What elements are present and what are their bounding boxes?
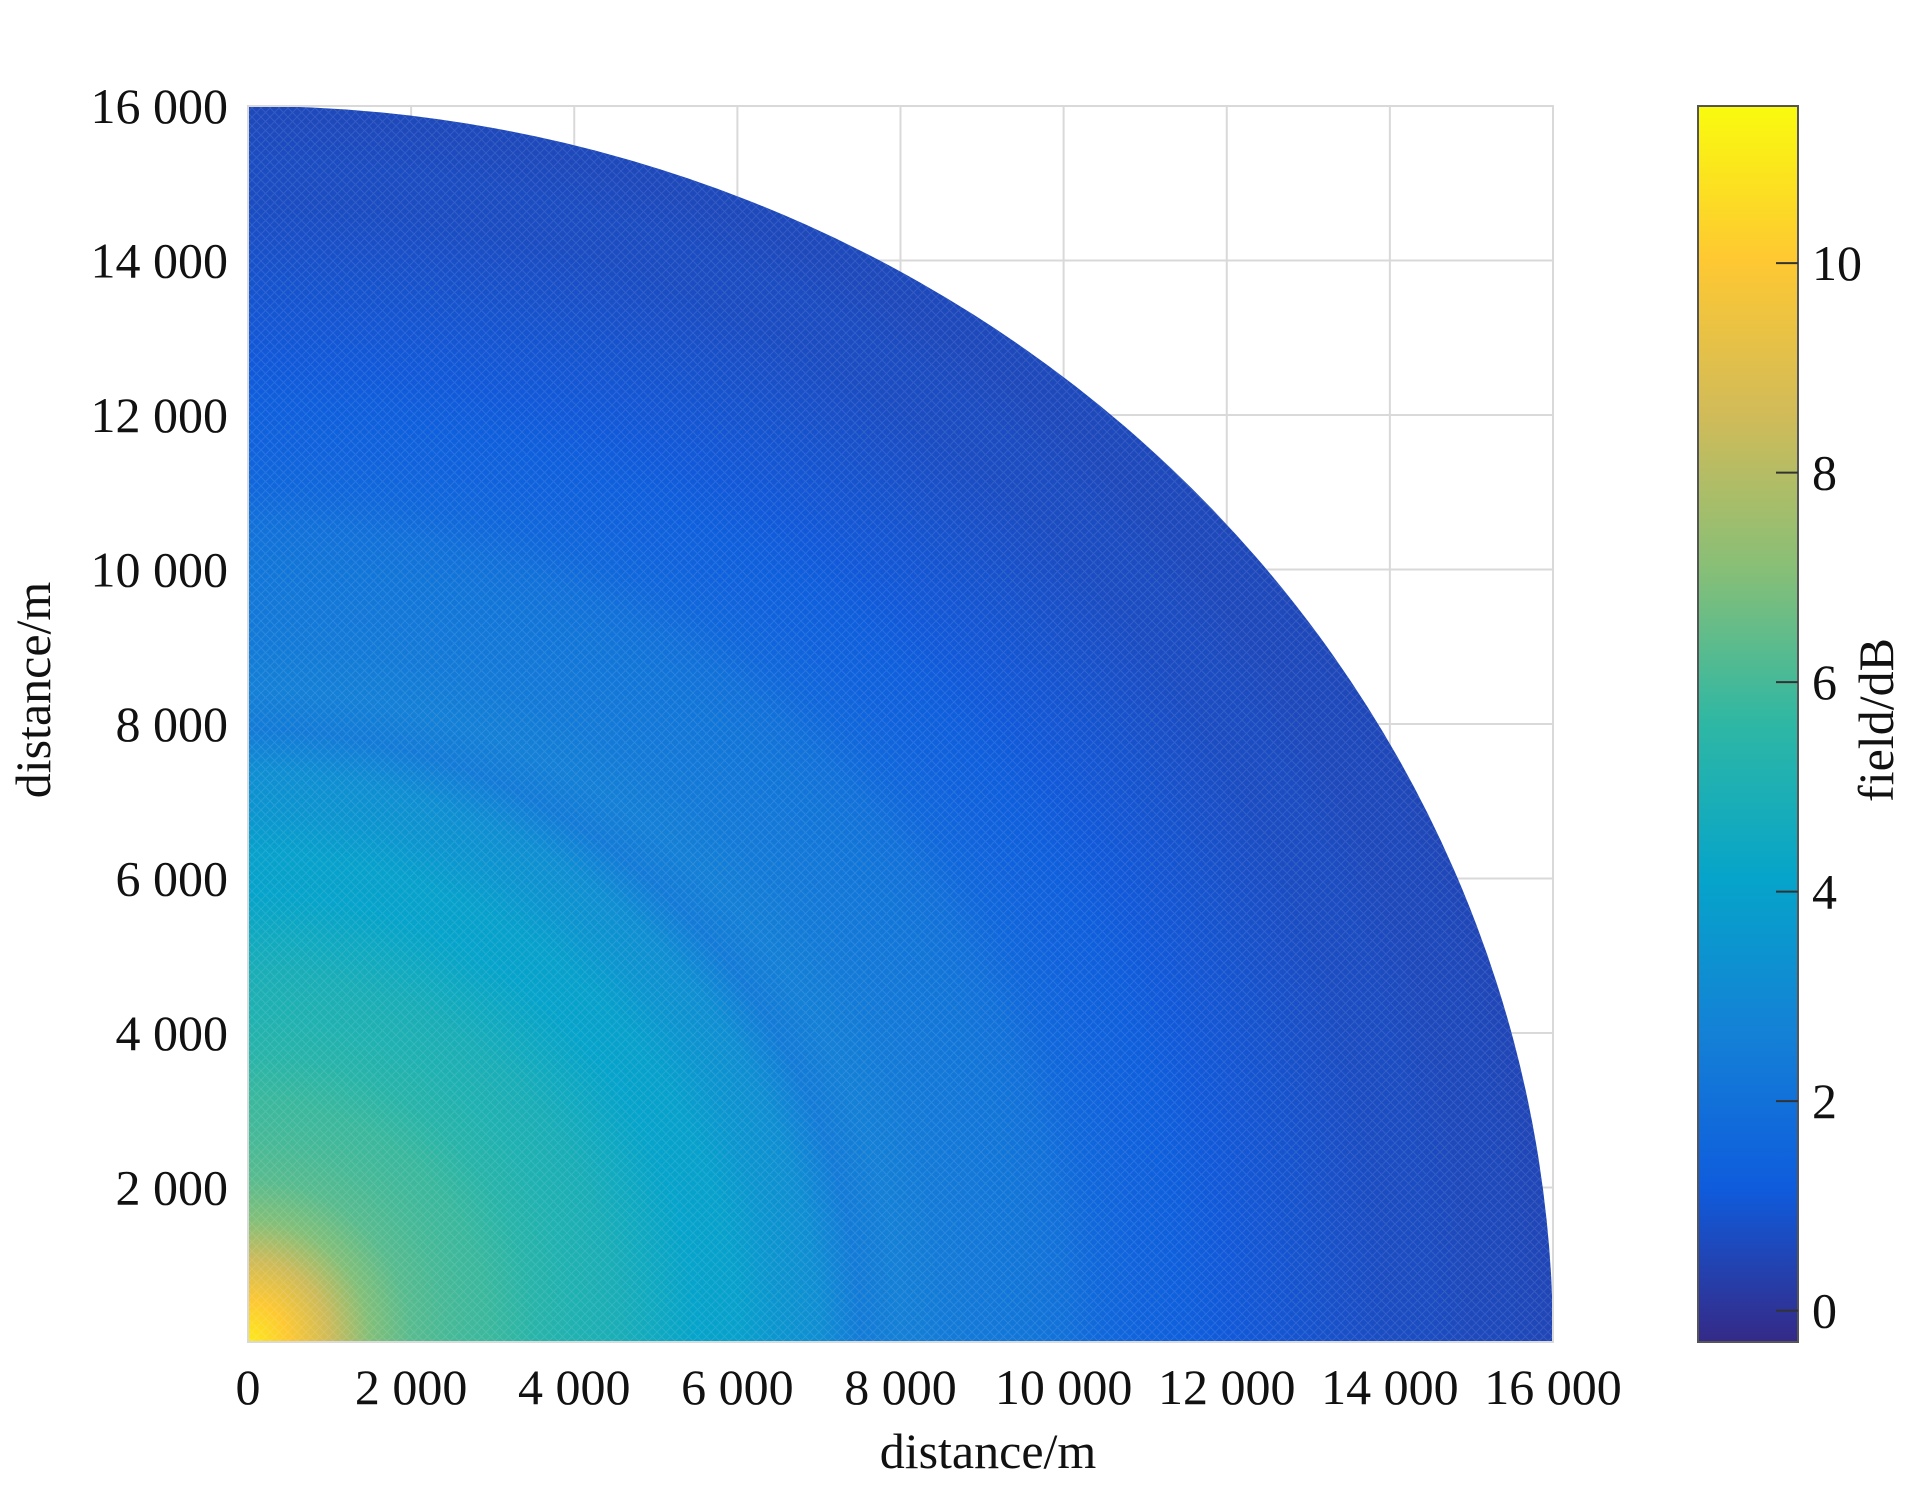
colorbar-tick-label-4: 8 — [1812, 445, 1837, 501]
y-tick-label-5: 12 000 — [91, 387, 229, 443]
colorbar-tick-label-1: 2 — [1812, 1073, 1837, 1129]
x-tick-label-2: 4 000 — [518, 1359, 631, 1415]
y-tick-label-7: 16 000 — [91, 78, 229, 134]
y-tick-label-1: 4 000 — [116, 1005, 229, 1061]
y-tick-label-2: 6 000 — [116, 851, 229, 907]
x-axis-label: distance/m — [880, 1423, 1097, 1479]
x-tick-label-7: 14 000 — [1321, 1359, 1459, 1415]
colorbar-tick-label-5: 10 — [1812, 235, 1862, 291]
x-tick-label-3: 6 000 — [681, 1359, 794, 1415]
x-tick-label-0: 0 — [236, 1359, 261, 1415]
colorbar-tick-label-3: 6 — [1812, 654, 1837, 710]
y-tick-label-0: 2 000 — [116, 1160, 229, 1216]
colorbar-ticks: 0 2 4 6 8 10 — [1776, 235, 1862, 1339]
colorbar — [1697, 105, 1799, 1343]
y-axis-label: distance/m — [5, 582, 61, 799]
x-tick-label-8: 16 000 — [1484, 1359, 1622, 1415]
x-tick-label-5: 10 000 — [995, 1359, 1133, 1415]
x-tick-label-1: 2 000 — [355, 1359, 468, 1415]
x-tick-label-4: 8 000 — [844, 1359, 957, 1415]
y-tick-label-4: 10 000 — [91, 542, 229, 598]
colorbar-tick-label-2: 4 — [1812, 864, 1837, 920]
plot-frame — [247, 105, 1554, 1343]
x-axis-ticks: 0 2 000 4 000 6 000 8 000 10 000 12 000 14 000 1… — [236, 1359, 1622, 1415]
field-mesh-texture — [248, 106, 1553, 1342]
x-tick-label-6: 12 000 — [1158, 1359, 1296, 1415]
y-tick-label-3: 8 000 — [116, 696, 229, 752]
colorbar-label: field/dB — [1848, 638, 1904, 802]
y-tick-label-6: 14 000 — [91, 233, 229, 289]
colorbar-tick-label-0: 0 — [1812, 1283, 1837, 1339]
y-axis-ticks: 2 000 4 000 6 000 8 000 10 000 12 000 14 000 16… — [91, 78, 229, 1216]
